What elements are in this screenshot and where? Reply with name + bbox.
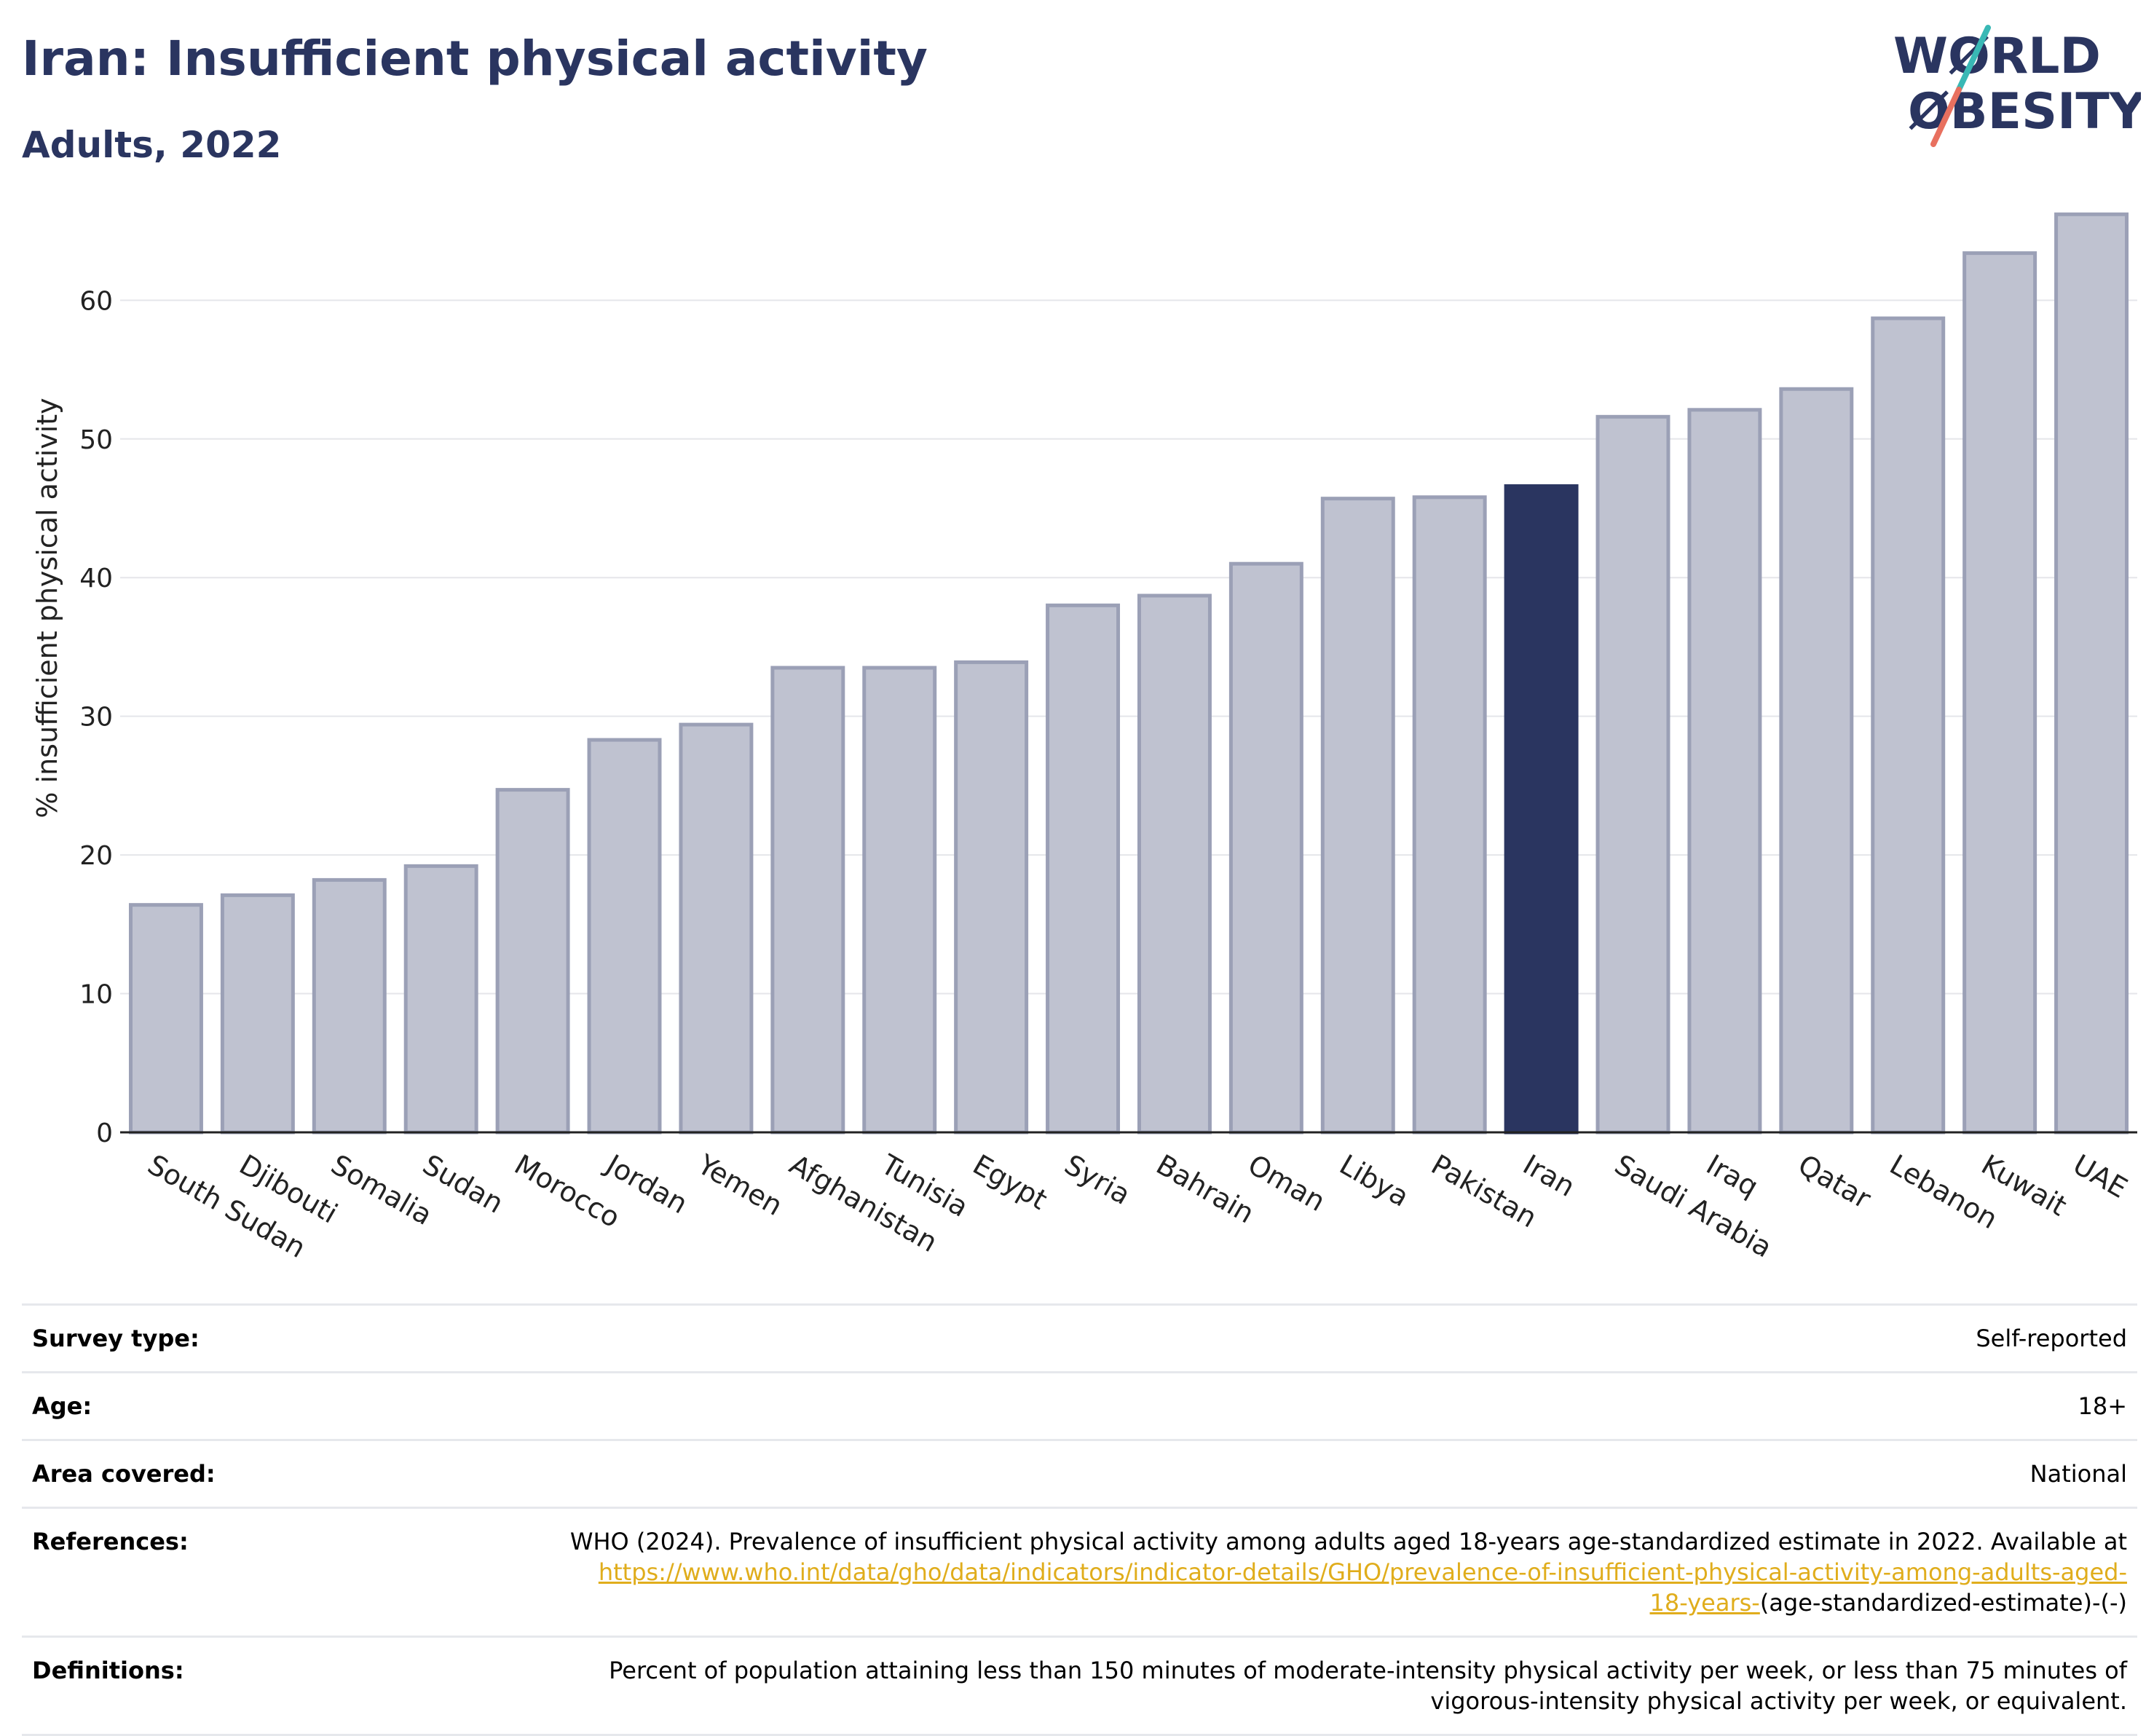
bar-uae [2054, 212, 2129, 1135]
x-tick-label: Morocco [509, 1148, 626, 1234]
x-tick-label: Somalia [326, 1148, 438, 1231]
definitions-text-line1: Percent of population attaining less tha… [609, 1657, 2127, 1684]
references-suffix: (age-standardized-estimate)-(-) [1759, 1589, 2127, 1617]
info-label: Definitions: [32, 1657, 184, 1684]
y-axis-label: % insufficient physical activity [31, 398, 63, 818]
bar-morocco [495, 788, 570, 1135]
logo-text-world: WØRLD [1893, 28, 2101, 85]
bar-saudi-arabia [1595, 414, 1670, 1135]
bar-libya [1320, 497, 1395, 1135]
reference-link-continued[interactable]: 18-years- [1649, 1589, 1760, 1617]
info-label: Survey type: [32, 1325, 200, 1352]
definitions-value: Percent of population attaining less tha… [334, 1637, 2137, 1735]
x-tick-label: Egypt [968, 1148, 1053, 1216]
bar-egypt [954, 660, 1029, 1135]
page-title: Iran: Insufficient physical activity [22, 31, 928, 87]
info-row-definitions: Definitions: Percent of population attai… [22, 1636, 2137, 1735]
bar-qatar [1779, 387, 1854, 1135]
bar-syria [1046, 603, 1121, 1135]
bar-bahrain [1137, 593, 1212, 1135]
bar-kuwait [1962, 251, 2037, 1135]
y-tick-label: 50 [79, 425, 113, 455]
definitions-text-line2: vigorous-intensity physical activity per… [1430, 1687, 2127, 1715]
bar-somalia [312, 877, 387, 1135]
info-label: References: [32, 1528, 189, 1555]
x-tick-label: Yemen [692, 1148, 788, 1222]
bars [128, 212, 2129, 1135]
x-tick-label: UAE [2068, 1148, 2133, 1204]
bar-afghanistan [770, 666, 845, 1135]
x-tick-label: Saudi Arabia [1609, 1148, 1778, 1264]
bar-lebanon [1871, 316, 1946, 1135]
x-tick-label: Bahrain [1151, 1148, 1259, 1230]
references-text: WHO (2024). Prevalence of insufficient p… [569, 1528, 2127, 1555]
page-subtitle: Adults, 2022 [22, 124, 282, 166]
x-tick-label: Qatar [1793, 1148, 1877, 1215]
bar-yemen [679, 722, 754, 1135]
info-value: National [2029, 1460, 2127, 1488]
info-label: Age: [32, 1392, 92, 1420]
reference-link[interactable]: https://www.who.int/data/gho/data/indica… [598, 1558, 2127, 1586]
x-tick-label: Iraq [1701, 1148, 1764, 1203]
info-value: Self-reported [1976, 1325, 2127, 1352]
info-label: Area covered: [32, 1460, 216, 1488]
world-obesity-logo: WØRLD ØBESITY [1893, 25, 2141, 147]
logo-slash-bottom [1930, 87, 1962, 147]
bar-iran [1504, 484, 1579, 1135]
y-tick-label: 20 [79, 841, 113, 871]
y-tick-label: 0 [96, 1118, 113, 1148]
info-row-references: References: WHO (2024). Prevalence of in… [22, 1507, 2137, 1637]
bar-tunisia [862, 666, 937, 1135]
bar-oman [1228, 561, 1303, 1135]
x-tick-label: Syria [1060, 1148, 1136, 1211]
x-tick-label: Pakistan [1426, 1148, 1542, 1234]
y-tick-label: 30 [79, 703, 113, 733]
y-tick-label: 40 [79, 564, 113, 593]
y-tick-label: 10 [79, 980, 113, 1010]
references-value: WHO (2024). Prevalence of insufficient p… [334, 1508, 2137, 1637]
y-tick-label: 60 [79, 286, 113, 316]
info-row-survey-type: Survey type: Self-reported [22, 1304, 2137, 1373]
info-row-age: Age: 18+ [22, 1372, 2137, 1440]
info-value: 18+ [2078, 1392, 2127, 1420]
info-row-area-covered: Area covered: National [22, 1440, 2137, 1508]
logo-text-obesity: ØBESITY [1908, 83, 2141, 141]
bar-south-sudan [128, 903, 203, 1135]
x-tick-label: Libya [1334, 1148, 1414, 1213]
bar-iraq [1687, 408, 1762, 1135]
logo-slash-top [1956, 25, 1991, 92]
bar-sudan [403, 864, 478, 1135]
x-tick-label: South Sudan [142, 1148, 311, 1264]
bar-jordan [587, 738, 662, 1135]
info-table: Survey type: Self-reported Age: 18+ Area… [22, 1303, 2137, 1736]
x-tick-label: Iran [1518, 1148, 1580, 1203]
bar-djibouti [220, 893, 295, 1135]
bar-pakistan [1412, 495, 1487, 1135]
